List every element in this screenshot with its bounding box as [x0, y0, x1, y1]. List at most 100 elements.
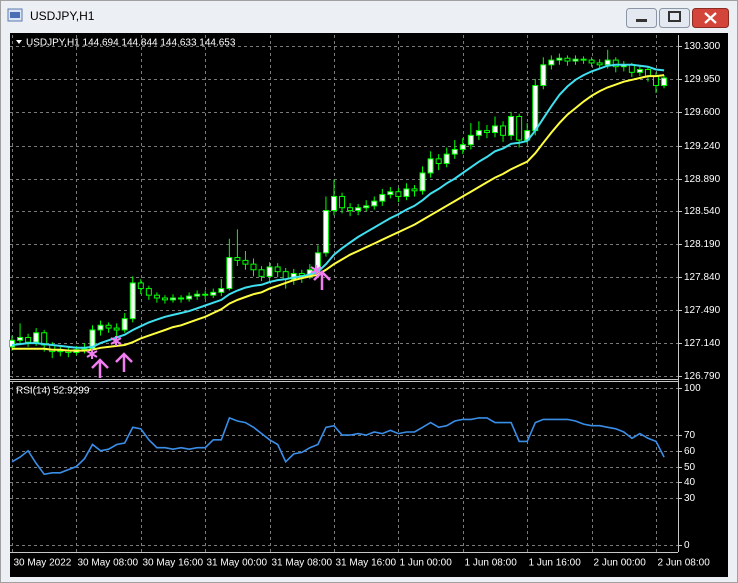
y-tick-label: 30	[684, 493, 696, 504]
candle-body	[170, 297, 176, 301]
candle-body	[33, 332, 40, 343]
candle-body	[532, 84, 539, 132]
x-tick-label: 31 May 08:00	[272, 558, 333, 569]
candle-body	[596, 62, 603, 66]
candle-body	[379, 194, 386, 202]
y-tick-label: 40	[684, 477, 696, 488]
x-tick-label: 1 Jun 00:00	[400, 558, 453, 569]
candle-body	[395, 191, 402, 197]
candle-body	[371, 200, 378, 207]
candle-body	[218, 288, 225, 293]
y-tick-label: 60	[684, 446, 696, 457]
y-tick-label: 127.490	[684, 305, 721, 316]
candle-body	[443, 153, 450, 165]
maximize-button[interactable]	[659, 8, 690, 28]
y-tick-label: 50	[684, 462, 696, 473]
x-tick-label: 31 May 00:00	[207, 558, 268, 569]
candle-body	[636, 69, 643, 73]
candle-body	[145, 288, 152, 296]
candle-body	[274, 266, 281, 273]
candle-body	[355, 207, 362, 212]
candle-body	[483, 130, 490, 134]
y-tick-label: 128.540	[684, 206, 721, 217]
y-tick-label: 129.950	[684, 74, 721, 85]
moving-average-line	[11, 63, 665, 349]
candle-body	[137, 282, 144, 290]
candle-body	[258, 269, 265, 277]
x-tick-label: 30 May 08:00	[78, 558, 139, 569]
moving-average-line	[12, 74, 665, 352]
y-tick-label: 129.240	[684, 141, 721, 152]
x-tick-label: 2 Jun 00:00	[594, 558, 647, 569]
header-triangle	[16, 40, 22, 44]
candle-body	[105, 324, 112, 329]
window-icon-inner	[10, 12, 20, 18]
y-tick-label: 126.790	[684, 371, 721, 382]
x-tick-label: 31 May 16:00	[336, 558, 397, 569]
candle-body	[556, 57, 563, 61]
plot	[9, 35, 678, 552]
candle-body	[17, 336, 24, 341]
candle-body	[250, 263, 257, 271]
candle-body	[588, 59, 595, 64]
y-tick-label: 127.840	[684, 272, 721, 283]
candle-body	[419, 172, 426, 192]
y-tick-label: 128.190	[684, 239, 721, 250]
candle-body	[339, 195, 346, 209]
candle-body	[347, 207, 354, 212]
candle-body	[653, 75, 659, 86]
close-button[interactable]	[692, 8, 729, 28]
candle-body	[540, 64, 547, 86]
y-tick-label: 70	[684, 430, 696, 441]
candle-body	[363, 205, 370, 209]
candle-body	[492, 125, 498, 134]
candle-body	[322, 210, 329, 254]
candle-body	[661, 77, 668, 86]
candle-body	[508, 116, 515, 136]
candle-body	[161, 297, 168, 301]
candle-body	[411, 188, 418, 192]
candle-body	[331, 195, 337, 212]
candle-body	[242, 259, 249, 265]
candle-body	[435, 158, 442, 165]
candle-body	[178, 297, 185, 300]
candle-body	[427, 158, 434, 174]
window-title: USDJPY,H1	[30, 9, 95, 23]
candle-body	[153, 294, 160, 299]
x-tick-label: 1 Jun 16:00	[529, 558, 582, 569]
x-tick-label: 30 May 16:00	[143, 558, 204, 569]
candle-body	[475, 130, 482, 136]
candle-body	[459, 144, 466, 150]
y-tick-label: 130.300	[684, 41, 721, 52]
x-tick-label: 1 Jun 08:00	[465, 558, 518, 569]
candle-body	[403, 188, 410, 197]
candle-body	[234, 257, 241, 261]
candle-body	[25, 336, 32, 343]
candle-body	[451, 148, 458, 155]
y-tick-label: 100	[684, 383, 701, 394]
candle-body	[604, 59, 611, 66]
candle-body	[210, 291, 217, 296]
candle-body	[129, 282, 136, 320]
candle-body	[500, 125, 507, 136]
candle-body	[121, 318, 128, 331]
candle-body	[266, 266, 273, 277]
candle-body	[564, 57, 571, 62]
candle-body	[612, 59, 619, 68]
chart-header: USDJPY,H1 144.694 144.844 144.633 144.65…	[26, 38, 236, 49]
x-tick-label: 2 Jun 08:00	[658, 558, 711, 569]
candle-body	[548, 59, 555, 66]
y-tick-label: 128.890	[684, 174, 721, 185]
y-tick-label: 129.600	[684, 107, 721, 118]
candle-body	[226, 257, 233, 290]
candle-body	[572, 58, 579, 62]
candle-body	[580, 58, 587, 61]
minimize-button[interactable]	[626, 8, 657, 28]
y-tick-label: 127.140	[684, 338, 721, 349]
candle-body	[186, 295, 193, 300]
candle-body	[387, 191, 394, 196]
x-tick-label: 30 May 2022	[14, 558, 72, 569]
candle-body	[9, 339, 15, 348]
candle-body	[516, 116, 523, 141]
